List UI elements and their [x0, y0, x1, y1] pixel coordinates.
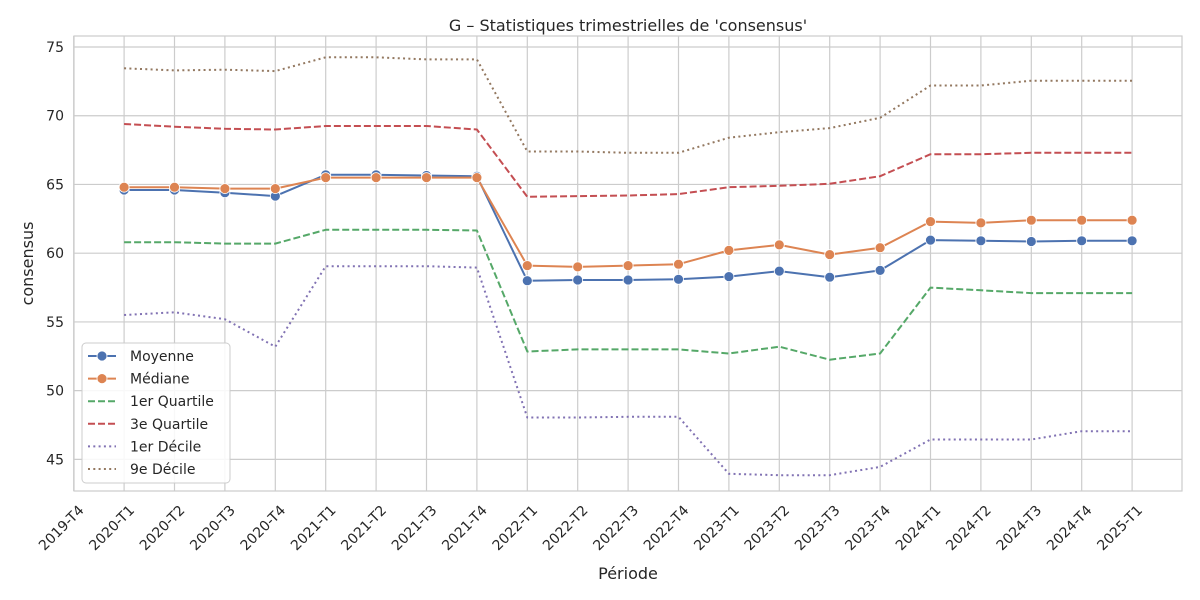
data-point — [773, 265, 785, 277]
legend-label: 9e Décile — [130, 462, 195, 478]
data-point — [773, 239, 785, 251]
legend-label: Moyenne — [130, 349, 194, 365]
data-point — [572, 274, 584, 286]
data-point — [370, 172, 382, 184]
legend-label: 1er Décile — [130, 439, 201, 455]
data-point — [219, 183, 231, 195]
legend-label: Médiane — [130, 372, 190, 388]
data-point — [1025, 214, 1037, 226]
legend: Moyenne Médiane 1er Quartile 3e Quartile 1er… — [81, 342, 231, 484]
y-tick-label: 45 — [46, 452, 64, 468]
series-line — [124, 265, 1133, 477]
data-point — [521, 260, 533, 272]
data-point — [1025, 236, 1037, 247]
data-point — [874, 242, 886, 254]
y-axis-label: consensus — [18, 222, 37, 306]
legend-marker — [96, 373, 108, 385]
series-layer — [118, 56, 1138, 477]
data-point — [622, 274, 634, 286]
data-point — [1126, 214, 1138, 226]
data-point — [723, 271, 735, 283]
series-line — [124, 228, 1133, 361]
x-axis-label: Période — [598, 564, 658, 583]
data-point — [673, 258, 684, 270]
chart-title: G – Statistiques trimestrielles de 'cons… — [449, 16, 807, 35]
plot-frame — [73, 35, 1183, 492]
series-1er-d-cile — [124, 265, 1133, 477]
series-1er-quartile — [124, 228, 1133, 361]
y-tick-label: 50 — [46, 384, 64, 400]
data-point — [1126, 235, 1138, 247]
data-point — [320, 172, 332, 184]
data-point — [925, 234, 936, 246]
data-point — [622, 260, 634, 272]
data-point — [975, 235, 987, 247]
data-point — [118, 181, 130, 193]
y-tick-label: 60 — [46, 246, 64, 262]
data-point — [824, 249, 836, 261]
data-point — [723, 244, 735, 256]
data-point — [1076, 235, 1088, 247]
data-point — [169, 181, 180, 193]
series-m-diane — [118, 172, 1138, 273]
legend-box — [81, 342, 231, 484]
data-point — [269, 183, 281, 195]
data-point — [673, 273, 684, 285]
data-point — [521, 275, 533, 287]
y-tick-label: 65 — [46, 177, 64, 193]
data-point — [824, 271, 836, 283]
data-point — [925, 216, 936, 228]
data-point — [874, 264, 886, 276]
legend-label: 1er Quartile — [130, 394, 214, 410]
data-point — [975, 217, 987, 229]
legend-label: 3e Quartile — [130, 417, 208, 433]
data-point — [1076, 214, 1088, 226]
y-tick-label: 55 — [46, 315, 64, 331]
y-tick-label: 75 — [46, 40, 64, 56]
y-tick-label: 70 — [46, 109, 64, 125]
data-point — [572, 261, 584, 273]
data-point — [471, 172, 483, 184]
legend-marker — [96, 350, 108, 362]
data-point — [421, 172, 432, 184]
